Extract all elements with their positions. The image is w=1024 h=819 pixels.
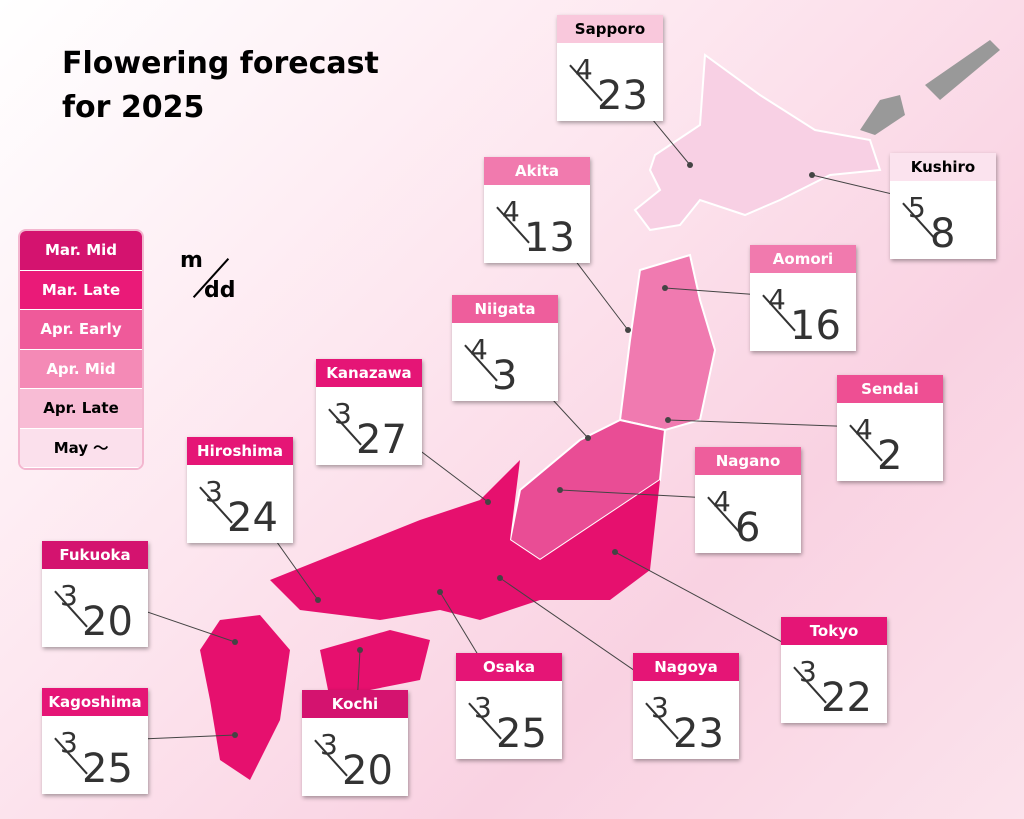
- city-point: [665, 417, 671, 423]
- city-name: Sapporo: [557, 15, 663, 43]
- day: 23: [673, 711, 724, 757]
- shikoku: [320, 630, 430, 700]
- day: 25: [82, 746, 133, 792]
- city-card: Osaka 3 25: [456, 653, 562, 759]
- legend: Mar. Mid Mar. Late Apr. Early Apr. Mid Apr. …: [18, 229, 144, 470]
- city-point: [585, 435, 591, 441]
- day: 22: [821, 675, 872, 721]
- city-point: [485, 499, 491, 505]
- city-name: Aomori: [750, 245, 856, 273]
- day: 27: [356, 417, 407, 463]
- day: 6: [735, 505, 761, 551]
- city-card: Kochi 3 20: [302, 690, 408, 796]
- honshu-west: [270, 460, 660, 620]
- city-name: Kanazawa: [316, 359, 422, 387]
- city-point: [232, 732, 238, 738]
- day: 16: [790, 303, 841, 349]
- title-line: Flowering forecast: [62, 46, 379, 81]
- city-card: Kanazawa 3 27: [316, 359, 422, 465]
- city-name: Hiroshima: [187, 437, 293, 465]
- city-point: [557, 487, 563, 493]
- city-point: [315, 597, 321, 603]
- city-point: [612, 549, 618, 555]
- format-day: dd: [204, 278, 236, 303]
- city-card: Akita 4 13: [484, 157, 590, 263]
- legend-item: Mar. Mid: [20, 231, 142, 271]
- city-name: Nagoya: [633, 653, 739, 681]
- city-point: [662, 285, 668, 291]
- city-card: Niigata 4 3: [452, 295, 558, 401]
- day: 13: [524, 215, 575, 261]
- kyushu: [200, 615, 290, 780]
- date-format: m dd: [178, 248, 258, 308]
- format-month: m: [180, 248, 203, 273]
- city-name: Fukuoka: [42, 541, 148, 569]
- city-point: [357, 647, 363, 653]
- legend-item: May 〜: [20, 428, 142, 468]
- city-card: Nagano 4 6: [695, 447, 801, 553]
- day: 24: [227, 495, 278, 541]
- city-name: Tokyo: [781, 617, 887, 645]
- legend-item: Apr. Early: [20, 310, 142, 350]
- legend-item: Mar. Late: [20, 270, 142, 310]
- city-card: Kagoshima 3 25: [42, 688, 148, 794]
- day: 3: [492, 353, 518, 399]
- tohoku: [618, 253, 717, 432]
- city-name: Sendai: [837, 375, 943, 403]
- city-card: Fukuoka 3 20: [42, 541, 148, 647]
- city-name: Niigata: [452, 295, 558, 323]
- title: Flowering forecast for 2025: [62, 42, 379, 130]
- city-card: Hiroshima 3 24: [187, 437, 293, 543]
- legend-item: Apr. Mid: [20, 349, 142, 389]
- city-card: Sendai 4 2: [837, 375, 943, 481]
- day: 25: [496, 711, 547, 757]
- city-name: Osaka: [456, 653, 562, 681]
- city-card: Nagoya 3 23: [633, 653, 739, 759]
- day: 8: [930, 211, 956, 257]
- city-card: Sapporo 4 23: [557, 15, 663, 121]
- city-point: [497, 575, 503, 581]
- hokkaido: [633, 53, 882, 232]
- city-point: [809, 172, 815, 178]
- city-name: Nagano: [695, 447, 801, 475]
- city-name: Kagoshima: [42, 688, 148, 716]
- city-point: [625, 327, 631, 333]
- day: 23: [597, 73, 648, 119]
- city-card: Tokyo 3 22: [781, 617, 887, 723]
- city-name: Akita: [484, 157, 590, 185]
- city-card: Kushiro 5 8: [890, 153, 996, 259]
- city-point: [437, 589, 443, 595]
- day: 20: [82, 599, 133, 645]
- legend-item: Apr. Late: [20, 389, 142, 429]
- city-name: Kochi: [302, 690, 408, 718]
- city-card: Aomori 4 16: [750, 245, 856, 351]
- day: 2: [877, 433, 903, 479]
- city-point: [687, 162, 693, 168]
- day: 20: [342, 748, 393, 794]
- title-line: for 2025: [62, 90, 205, 125]
- city-point: [232, 639, 238, 645]
- islands: [860, 40, 1000, 135]
- city-name: Kushiro: [890, 153, 996, 181]
